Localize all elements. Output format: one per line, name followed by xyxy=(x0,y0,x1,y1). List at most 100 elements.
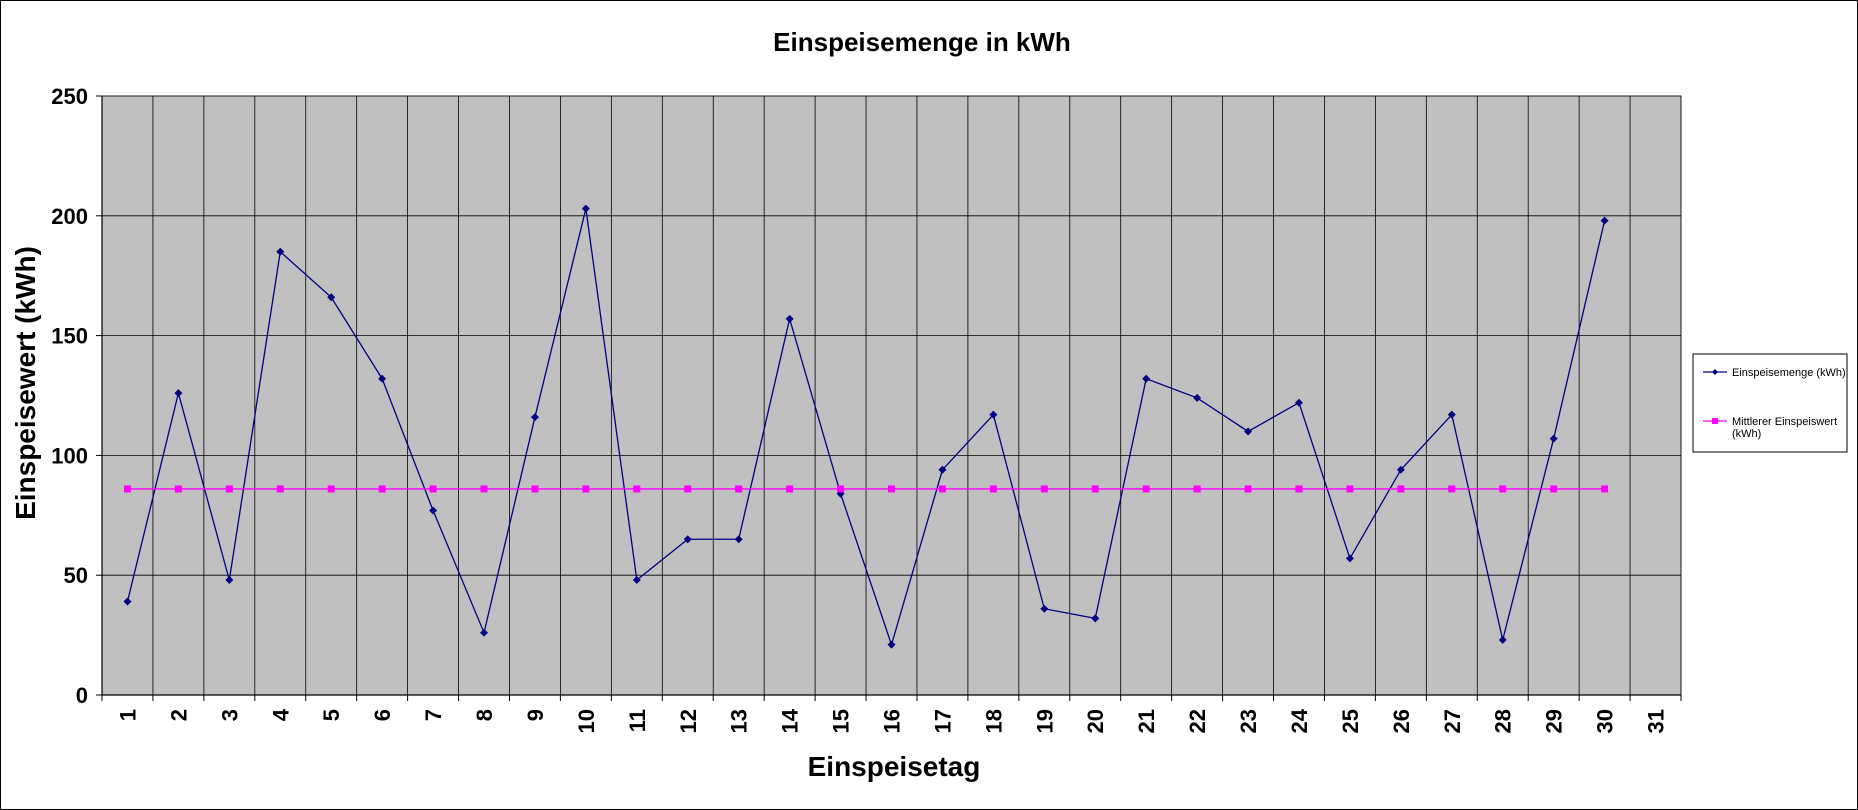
series-2 xyxy=(123,485,1609,493)
chart-title: Einspeisemenge in kWh xyxy=(773,27,1071,57)
y-tick-label: 150 xyxy=(51,324,88,349)
data-point xyxy=(1040,604,1049,613)
x-tick-label: 19 xyxy=(1032,709,1057,733)
x-tick-label: 27 xyxy=(1440,709,1465,733)
x-tick-label: 13 xyxy=(727,709,752,733)
data-point xyxy=(1447,410,1456,419)
data-point xyxy=(887,640,896,649)
data-point xyxy=(276,485,284,493)
data-point xyxy=(1448,485,1456,493)
series-line xyxy=(126,208,1606,647)
x-tick-label: 26 xyxy=(1389,709,1414,733)
data-point xyxy=(1244,485,1252,493)
data-point xyxy=(786,485,794,493)
y-axis-ticks: 0 50 100 150 200 250 xyxy=(51,84,102,708)
data-point xyxy=(1244,427,1253,436)
data-point xyxy=(1499,485,1507,493)
data-point xyxy=(1549,434,1558,443)
x-tick-label: 31 xyxy=(1644,709,1669,733)
data-point xyxy=(888,485,895,493)
y-tick-label: 50 xyxy=(64,563,88,588)
y-tick-label: 100 xyxy=(51,443,88,468)
data-point xyxy=(582,485,590,493)
data-point xyxy=(581,204,590,213)
y-axis-label: Einspeisewert (kWh) xyxy=(10,246,41,520)
x-axis-label: Einspeisetag xyxy=(808,751,981,782)
x-tick-label: 3 xyxy=(217,709,242,721)
data-point xyxy=(837,485,845,493)
data-point xyxy=(174,485,182,493)
x-tick-label: 14 xyxy=(778,708,803,733)
data-point xyxy=(1142,374,1151,383)
x-tick-label: 2 xyxy=(166,709,191,721)
legend-marker xyxy=(1712,369,1718,375)
data-point xyxy=(989,410,998,419)
x-tick-label: 16 xyxy=(880,709,905,733)
data-point xyxy=(378,485,386,493)
x-tick-label: 23 xyxy=(1236,709,1261,733)
data-point xyxy=(123,485,131,493)
x-tick-label: 22 xyxy=(1185,709,1210,733)
x-tick-label: 5 xyxy=(319,709,344,721)
data-point xyxy=(480,628,489,637)
x-axis-ticks: 1 2 3 4 5 6 7 8 9 10 11 12 13 14 15 16 17 18 19 20 21 22 23 24 2… xyxy=(101,695,1682,733)
x-tick-label: 30 xyxy=(1593,709,1618,733)
x-tick-label: 9 xyxy=(523,709,548,721)
data-point xyxy=(1193,485,1201,493)
x-tick-label: 4 xyxy=(268,708,293,721)
data-point xyxy=(530,413,539,422)
y-tick-label: 0 xyxy=(76,683,88,708)
data-point xyxy=(1345,554,1354,563)
data-point xyxy=(683,535,692,544)
data-point xyxy=(327,293,336,302)
y-tick-label: 250 xyxy=(51,84,88,109)
data-point xyxy=(1346,485,1354,493)
data-point xyxy=(1091,614,1100,623)
data-point xyxy=(1091,485,1099,493)
data-point xyxy=(938,485,946,493)
x-tick-label: 11 xyxy=(625,709,650,732)
data-point xyxy=(531,485,539,493)
series-layer xyxy=(123,204,1609,649)
x-tick-label: 7 xyxy=(421,709,446,721)
data-point xyxy=(225,575,234,584)
x-tick-label: 15 xyxy=(829,709,854,733)
x-tick-label: 17 xyxy=(930,709,955,733)
legend: Einspeisemenge (kWh) Mittlerer Einspeiswe… xyxy=(1692,353,1848,453)
data-point xyxy=(1498,635,1507,644)
data-point xyxy=(1294,398,1303,407)
data-point xyxy=(684,485,692,493)
data-point xyxy=(378,374,387,383)
data-point xyxy=(225,485,233,493)
data-point xyxy=(480,485,488,493)
data-point xyxy=(429,506,438,515)
y-tick-label: 200 xyxy=(51,204,88,229)
x-tick-label: 24 xyxy=(1287,708,1312,733)
x-tick-label: 10 xyxy=(574,709,599,733)
x-tick-label: 6 xyxy=(370,709,395,721)
data-point xyxy=(327,485,335,493)
x-tick-label: 20 xyxy=(1083,709,1108,733)
x-tick-label: 18 xyxy=(981,709,1006,733)
data-point xyxy=(632,575,641,584)
legend-label: Mittlerer Einspeiswert (kWh) xyxy=(1732,416,1837,440)
x-tick-label: 29 xyxy=(1542,709,1567,733)
data-point xyxy=(1397,485,1405,493)
plot-background xyxy=(101,95,1682,696)
data-point xyxy=(989,485,997,493)
legend-box xyxy=(1692,353,1848,453)
data-point xyxy=(734,535,743,544)
data-point xyxy=(1600,216,1609,225)
x-tick-label: 8 xyxy=(472,709,497,721)
data-point xyxy=(123,597,132,606)
data-point xyxy=(174,389,183,398)
data-point xyxy=(1295,485,1303,493)
plot-area xyxy=(101,95,1682,696)
x-tick-label: 12 xyxy=(676,709,701,733)
data-point xyxy=(1142,485,1150,493)
x-tick-label: 1 xyxy=(115,709,140,721)
legend-marker xyxy=(1712,418,1718,424)
data-point xyxy=(1550,485,1558,493)
x-tick-label: 21 xyxy=(1134,709,1159,733)
